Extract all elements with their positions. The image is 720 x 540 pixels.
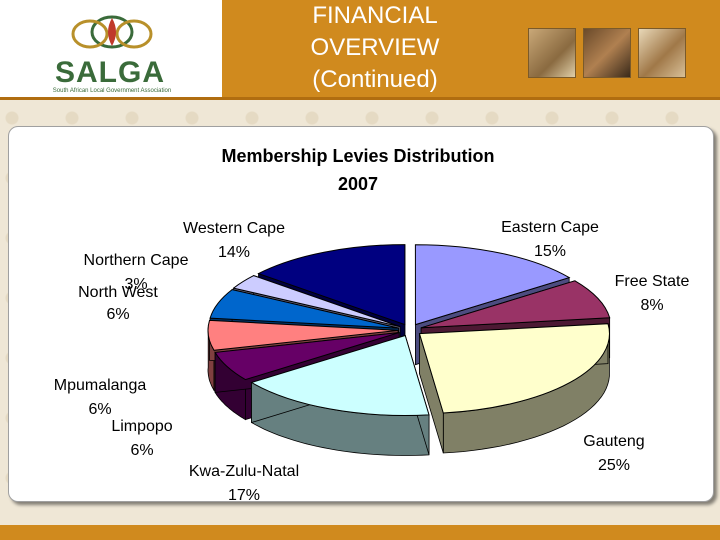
slice-label: Eastern Cape: [501, 219, 599, 236]
salga-logo-graphic: SALGA South African Local Government Ass…: [53, 15, 171, 94]
slice-percent: 15%: [534, 243, 566, 260]
photo-thumbnail: [583, 28, 631, 78]
page-title: FINANCIAL OVERVIEW (Continued): [270, 0, 480, 96]
slice-percent: 6%: [130, 442, 153, 459]
logo-subtitle: South African Local Government Associati…: [53, 88, 171, 94]
slice-percent: 25%: [598, 457, 630, 474]
slice-percent: 3%: [124, 276, 147, 293]
slice-label: Northern Cape: [84, 252, 189, 269]
slice-percent: 8%: [640, 297, 663, 314]
header-band: [222, 0, 720, 100]
title-line: OVERVIEW: [310, 34, 440, 61]
slice-percent: 6%: [88, 401, 111, 418]
salga-logo: SALGA South African Local Government Ass…: [0, 0, 222, 100]
slice-percent: 17%: [228, 487, 260, 504]
title-line: FINANCIAL: [312, 2, 438, 29]
photo-thumbnail: [528, 28, 576, 78]
title-line: (Continued): [312, 66, 438, 93]
pie-slice-gauteng: [418, 323, 610, 454]
slice-label: Gauteng: [583, 433, 644, 450]
photo-thumbnail: [638, 28, 686, 78]
pie-slice-kwa-zulu-natal: [250, 334, 430, 456]
photo-strip: [528, 28, 688, 78]
slice-label: Western Cape: [183, 220, 285, 237]
slice-label: Kwa-Zulu-Natal: [189, 463, 299, 480]
slide-header: SALGA South African Local Government Ass…: [0, 0, 720, 100]
chart-subtitle: 2007: [338, 174, 378, 194]
footer-bar: [0, 525, 720, 540]
logo-wordmark: SALGA: [55, 56, 165, 89]
slice-label: Limpopo: [111, 418, 172, 435]
slice-label: North West: [78, 284, 158, 301]
chart-title: Membership Levies Distribution: [221, 146, 494, 166]
slice-label: Mpumalanga: [54, 377, 147, 394]
slice-percent: 14%: [218, 244, 250, 261]
header-divider: [0, 97, 720, 100]
slice-percent: 6%: [106, 306, 129, 323]
slice-label: Free State: [615, 273, 690, 290]
